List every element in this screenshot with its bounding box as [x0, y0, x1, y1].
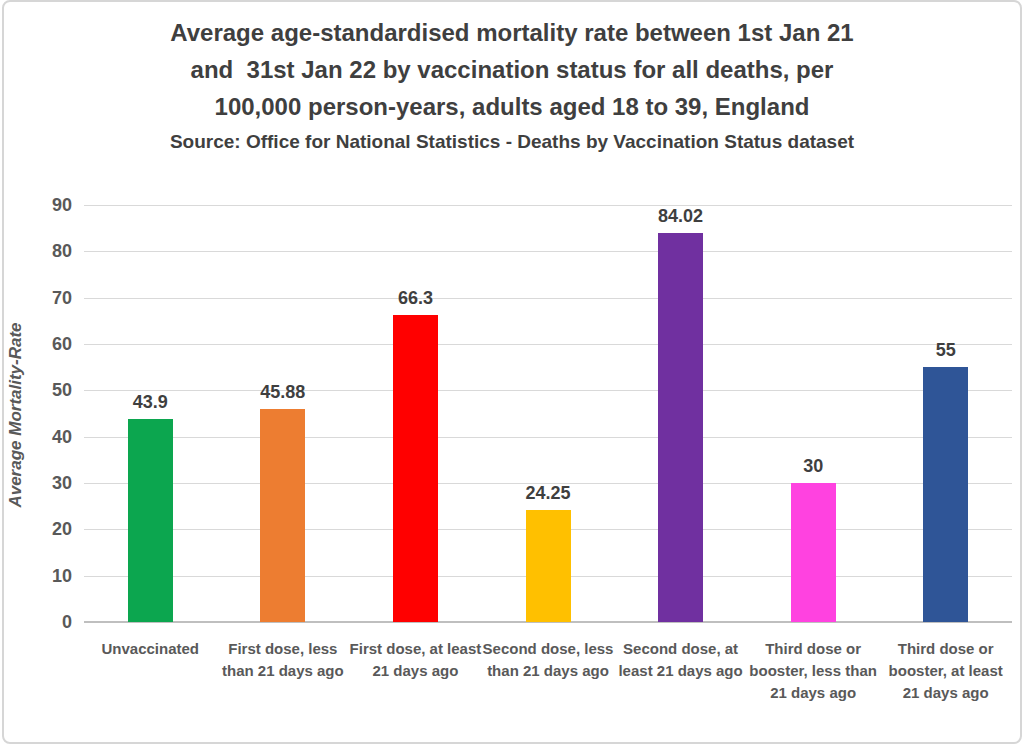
- bar-value-label: 55: [886, 340, 1006, 360]
- y-tick-label: 90: [12, 196, 72, 214]
- chart-header: Average age-standardised mortality rate …: [4, 14, 1020, 157]
- chart-title-line-3: 100,000 person-years, adults aged 18 to …: [4, 88, 1020, 125]
- chart-title-line-2: and 31st Jan 22 by vaccination status fo…: [4, 51, 1020, 88]
- x-category-label: Second dose, at least 21 days ago: [614, 638, 747, 682]
- bar-value-label: 24.25: [488, 483, 608, 503]
- y-tick-label: 0: [12, 613, 72, 631]
- chart-figure: Average age-standardised mortality rate …: [2, 0, 1022, 744]
- x-category-label: First dose, less than 21 days ago: [217, 638, 350, 682]
- y-tick-label: 50: [12, 381, 72, 399]
- y-tick-label: 80: [12, 242, 72, 260]
- y-tick-label: 40: [12, 428, 72, 446]
- x-category-label: Third dose or booster, less than 21 days…: [747, 638, 880, 704]
- y-tick-label: 20: [12, 520, 72, 538]
- bar: [526, 510, 571, 622]
- y-gridline: [84, 437, 1012, 438]
- x-category-label: Third dose or booster, at least 21 days …: [879, 638, 1012, 704]
- chart-source: Source: Office for National Statistics -…: [4, 127, 1020, 157]
- x-category-label: First dose, at least 21 days ago: [349, 638, 482, 682]
- plot-area: 010203040506070809043.9Unvaccinated45.88…: [84, 205, 1012, 622]
- y-gridline: [84, 344, 1012, 345]
- bar-value-label: 66.3: [355, 288, 475, 308]
- bar-value-label: 84.02: [621, 206, 741, 226]
- x-category-label: Second dose, less than 21 days ago: [482, 638, 615, 682]
- bar: [128, 419, 173, 622]
- bar-value-label: 43.9: [90, 392, 210, 412]
- y-gridline: [84, 298, 1012, 299]
- y-tick-label: 10: [12, 567, 72, 585]
- x-category-label: Unvaccinated: [84, 638, 217, 660]
- y-tick-label: 70: [12, 289, 72, 307]
- bar-value-label: 45.88: [223, 382, 343, 402]
- bar-value-label: 30: [753, 456, 873, 476]
- bar: [923, 367, 968, 622]
- y-tick-label: 60: [12, 335, 72, 353]
- bar: [791, 483, 836, 622]
- y-tick-label: 30: [12, 474, 72, 492]
- bar: [260, 409, 305, 622]
- y-gridline: [84, 205, 1012, 206]
- chart-title-line-1: Average age-standardised mortality rate …: [4, 14, 1020, 51]
- y-gridline: [84, 251, 1012, 252]
- bar: [393, 315, 438, 622]
- bar: [658, 233, 703, 622]
